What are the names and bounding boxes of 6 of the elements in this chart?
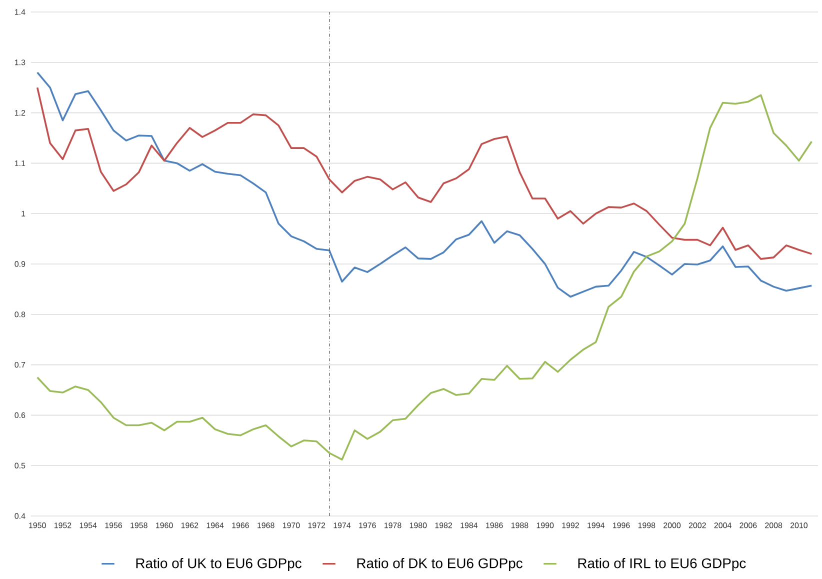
line-series — [36, 72, 813, 298]
legend-label: Ratio of IRL to EU6 GDPpc — [578, 558, 746, 571]
legend-label: Ratio of UK to EU6 GDPpc — [136, 558, 302, 571]
line-series — [36, 94, 813, 460]
legend-label: Ratio of DK to EU6 GDPpc — [357, 558, 522, 571]
line-series — [36, 86, 813, 260]
